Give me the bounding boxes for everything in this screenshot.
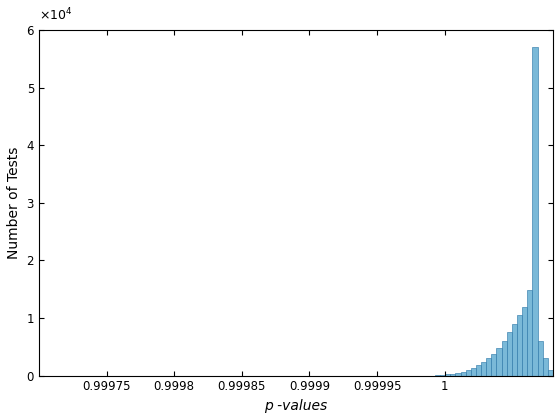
- Bar: [450, 374, 455, 375]
- Bar: [486, 358, 491, 375]
- Bar: [512, 324, 517, 375]
- Bar: [548, 370, 553, 375]
- Bar: [528, 290, 533, 375]
- Bar: [502, 341, 507, 375]
- Bar: [497, 348, 502, 375]
- Bar: [460, 372, 466, 375]
- Bar: [543, 358, 548, 375]
- X-axis label: p -values: p -values: [264, 399, 328, 413]
- Bar: [466, 370, 471, 375]
- Bar: [522, 307, 528, 375]
- Bar: [476, 365, 481, 375]
- Bar: [481, 362, 486, 375]
- Bar: [507, 333, 512, 375]
- Bar: [455, 373, 460, 375]
- Bar: [517, 315, 522, 375]
- Bar: [538, 341, 543, 375]
- Bar: [491, 354, 497, 375]
- Text: $\times10^4$: $\times10^4$: [39, 6, 72, 23]
- Bar: [533, 47, 538, 375]
- Y-axis label: Number of Tests: Number of Tests: [7, 147, 21, 259]
- Bar: [471, 368, 476, 375]
